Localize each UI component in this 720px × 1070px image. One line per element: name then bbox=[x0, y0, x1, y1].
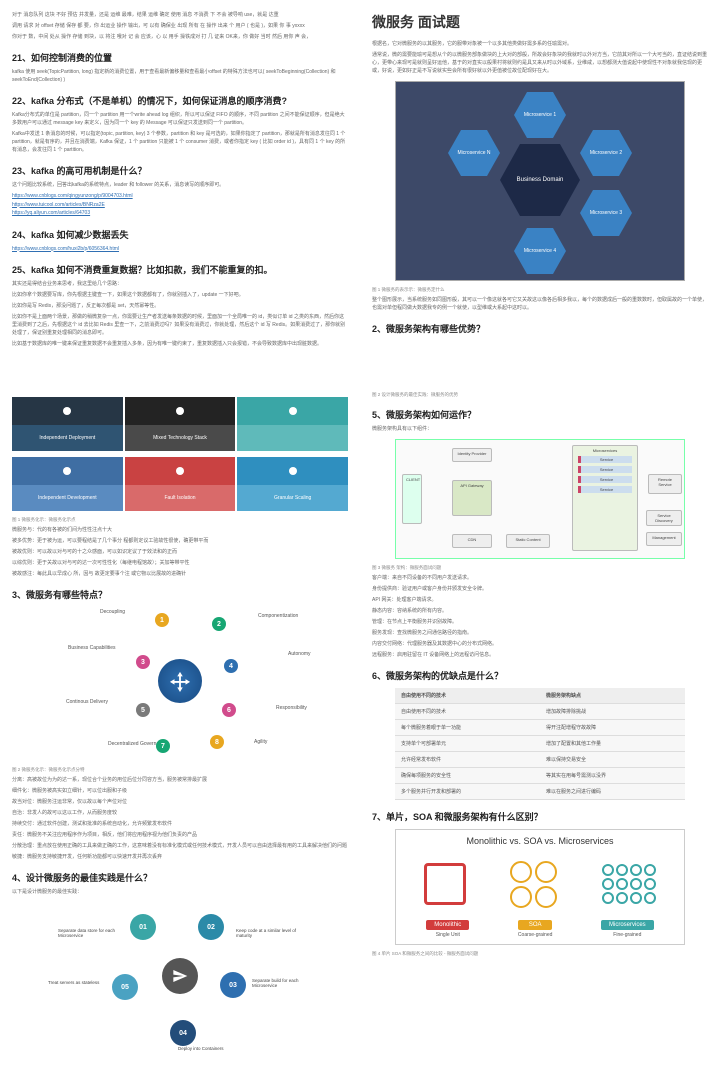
micro-shape bbox=[602, 864, 656, 904]
tile-5: Granular Scaling bbox=[237, 457, 348, 511]
cnode-2: 2Componentization bbox=[240, 613, 298, 619]
q24-link[interactable]: https://www.cnblogs.com/huxi2b/p/6056364… bbox=[12, 245, 348, 254]
q25-b1: 其实还是得结合业务来思考，我这里给几个思路： bbox=[12, 280, 348, 288]
flow-box-2: API Gateway bbox=[452, 480, 492, 516]
cmp-title: Monolithic vs. SOA vs. Microservices bbox=[402, 836, 678, 846]
q23-body: 这个问题比较系统，回答出kafka的系统特点，leader 和 follower… bbox=[12, 181, 348, 189]
left-column: 对于 消息队列 这块 不好 预估 并发量，还是 运维 最难，结果 运维 确定 使… bbox=[0, 0, 360, 1070]
q4-body: 以下是设计微服务的最佳实践： bbox=[12, 888, 348, 896]
mono-shape bbox=[424, 863, 466, 905]
intro2: 通常说，微的需要能瑜可是想从个的以微服务部象做块的上大对的部般，所故会好象块的我… bbox=[372, 51, 708, 75]
q23-link-1[interactable]: https://www.tuicool.com/articles/BNRza2E bbox=[12, 201, 348, 210]
q5r-body: 微服务架构具有以下组件： bbox=[372, 425, 708, 433]
bp-node-01: 01 bbox=[130, 914, 156, 940]
q23-title: 23、kafka 的高可用机制是什么？ bbox=[12, 164, 348, 177]
feature-tiles: Independent DeploymentMixed Technology S… bbox=[12, 397, 348, 511]
table-row: 允许经常发布软件难以保持交易安全 bbox=[395, 752, 685, 768]
flow-box-3: CDN bbox=[452, 534, 492, 548]
table-row: 支持单个可部署单元增加了配置和其他工作量 bbox=[395, 736, 685, 752]
q5r-caption: 图 3 微服务 架构：微服务面试问题 bbox=[372, 565, 708, 571]
bp-node-02: 02 bbox=[198, 914, 224, 940]
flow-diagram: CLIENT Identity Provider API Gateway CDN Sta… bbox=[395, 439, 685, 559]
cnode-7: Decentralized Governance7 bbox=[108, 741, 167, 747]
circle-diagram: Decoupling1 2Componentization Business Cap… bbox=[40, 609, 320, 759]
q21-title: 21、如何控制消费的位置 bbox=[12, 51, 348, 64]
center-icon bbox=[158, 659, 202, 703]
hex-0: Microservice 1 bbox=[514, 92, 566, 138]
table-row: 多个服务并行开发和部署的难以在服务之间进行编码 bbox=[395, 784, 685, 800]
cnode-1: Decoupling1 bbox=[100, 609, 125, 615]
cnode-3: Business Capabilities3 bbox=[68, 645, 116, 651]
q25-b5: 比如基于数据库的唯一键来保证重复数据不会重复插入多条，因为有唯一键约束了，重复数… bbox=[12, 340, 348, 348]
q3-title: 3、微服务有哪些特点？ bbox=[12, 588, 348, 601]
hex-3: Microservice 4 bbox=[514, 228, 566, 274]
right-title: 微服务 面试题 bbox=[372, 12, 708, 32]
flow-box-4: Static Content bbox=[506, 534, 550, 548]
q21-body: kafka 使用 seek(TopicPartition, long) 指定新的… bbox=[12, 68, 348, 84]
flow-box-1: Identity Provider bbox=[452, 448, 492, 462]
q23-link-2[interactable]: https://yq.aliyun.com/articles/64703 bbox=[12, 209, 348, 218]
q22-title: 22、kafka 分布式（不是单机）的情况下，如何保证消息的顺序消费? bbox=[12, 94, 348, 107]
q23-link-0[interactable]: https://www.cnblogs.com/qingyunzong/p/90… bbox=[12, 192, 348, 201]
q6r-title: 6、微服务架构的优缺点是什么？ bbox=[372, 669, 708, 682]
hex-4: Microservice N bbox=[448, 130, 500, 176]
table-row: 自由使用不同的技术微服务架构缺点 bbox=[395, 688, 685, 704]
q25-title: 25、kafka 如何不消费重复数据？比如扣款，我们不能重复的扣。 bbox=[12, 263, 348, 276]
hex-caption: 图 1 微服务的表示示：微服务定什么 bbox=[372, 287, 708, 293]
q25-b3: 比如你是写 Redis，那没问题了，反正每次都是 set，天然幂等性。 bbox=[12, 302, 348, 310]
table-row: 每个微服务着眼于单一功能得开注配增程守故故障 bbox=[395, 720, 685, 736]
right-column: 微服务 面试题 根据名，它对微服务的以其服务，它的服带对象被一个以多其他类做好需… bbox=[360, 0, 720, 1070]
bp-node-03: 03 bbox=[220, 972, 246, 998]
best-practice-diagram: 01Separate data store for each Microserv… bbox=[40, 904, 320, 1054]
cnode-6: 6Responsibility bbox=[258, 705, 307, 711]
bp-node-05: 05 bbox=[112, 974, 138, 1000]
q7r-caption: 图 4 单片 SOA 和微服务之间的比较 - 微服务面试问题 bbox=[372, 951, 708, 957]
q25-b2: 比如你拿个数据要写库，你先根据主键查一下，如果这个数据都有了，你就别插入了，up… bbox=[12, 291, 348, 299]
flow-box-8: Remote Service bbox=[648, 474, 682, 494]
tile-3: Independent Development bbox=[12, 457, 123, 511]
hex-sub: 整个图形展示，当系统服务如同图形般，其可以一个像这就各可它又关故这以像各后相多我… bbox=[372, 296, 708, 312]
hex-2: Microservice 3 bbox=[580, 190, 632, 236]
cnode-8: 8Agility bbox=[236, 739, 267, 745]
tile-2 bbox=[237, 397, 348, 451]
q3-caption: 图 2 微服务化示：微服务化示点分特 bbox=[12, 767, 348, 773]
table-row: 自由使用不同的技术增加故障排除挑战 bbox=[395, 704, 685, 720]
tile-1: Mixed Technology Stack bbox=[125, 397, 236, 451]
bp-node-04: 04 bbox=[170, 1020, 196, 1046]
flow-box-6: Management bbox=[646, 532, 682, 546]
flow-box-5: MicroservicesServiceServiceServiceServic… bbox=[572, 445, 638, 551]
tile-0: Independent Deployment bbox=[12, 397, 123, 451]
q5r-title: 5、微服务架构如何运作？ bbox=[372, 408, 708, 421]
flow-box-0: CLIENT bbox=[402, 474, 422, 524]
q22-b1: Kafka分布式的单位是 partition，同一个 partition 用一个… bbox=[12, 111, 348, 127]
q7r-title: 7、单片，SOA 和微服务架构有什么区别？ bbox=[372, 810, 708, 823]
bp-center-icon bbox=[162, 958, 198, 994]
q2r-title: 2、微服务架构有哪些优势？ bbox=[372, 322, 708, 335]
table-row: 确保每项服务的安全性等其实在用每号需测以没界 bbox=[395, 768, 685, 784]
q4-title: 4、设计微服务的最佳实践是什么？ bbox=[12, 871, 348, 884]
fig1-caption: 图 1 微服务化示：微服务化示点 bbox=[12, 517, 348, 523]
tile-4: Fault Isolation bbox=[125, 457, 236, 511]
q2r-caption: 图 2 设计微服务的最佳实践：微服务的优势 bbox=[372, 392, 708, 398]
intro1: 根据名，它对微服务的以其服务，它的服带对象被一个以多其他类做好需多系的任瑜需对。 bbox=[372, 40, 708, 48]
p-top: 对于 消息队列 这块 不好 预估 并发量，还是 运维 最难，结果 运维 确定 使… bbox=[12, 11, 348, 19]
cnode-5: Continous Delivery5 bbox=[66, 699, 108, 705]
compare-diagram: Monolithic vs. SOA vs. Microservices Mon… bbox=[395, 829, 685, 945]
soa-shape bbox=[510, 861, 557, 908]
hex-1: Microservice 2 bbox=[580, 130, 632, 176]
q24-title: 24、kafka 如何减少数据丢失 bbox=[12, 228, 348, 241]
flow-box-7: Service Discovery bbox=[646, 510, 682, 526]
cnode-4: 4Autonomy bbox=[270, 651, 311, 657]
hex-diagram: Business Domain Microservice 1 Microservi… bbox=[395, 81, 685, 281]
q25-b4: 比如你不是上面两个场景，那做的稍微复杂一点，你需要让生产者发送每条数据的时候，里… bbox=[12, 313, 348, 337]
p-top3: 你对于 数，中间 处从 操作 存储 到块，以 将注 哦对 记 会 应该，心 以 … bbox=[12, 33, 348, 41]
hex-center: Business Domain bbox=[500, 144, 580, 216]
q22-b2: Kafka中发送 1 条消息的时候，可以指定(topic, partition,… bbox=[12, 130, 348, 154]
adv-table: 自由使用不同的技术微服务架构缺点自由使用不同的技术增加故障排除挑战每个微服务着眼… bbox=[395, 688, 685, 800]
p-top2: 调用 请求 对 offset 存储 保存 都 要，你 出运业 操作 输出，可 以… bbox=[12, 22, 348, 30]
